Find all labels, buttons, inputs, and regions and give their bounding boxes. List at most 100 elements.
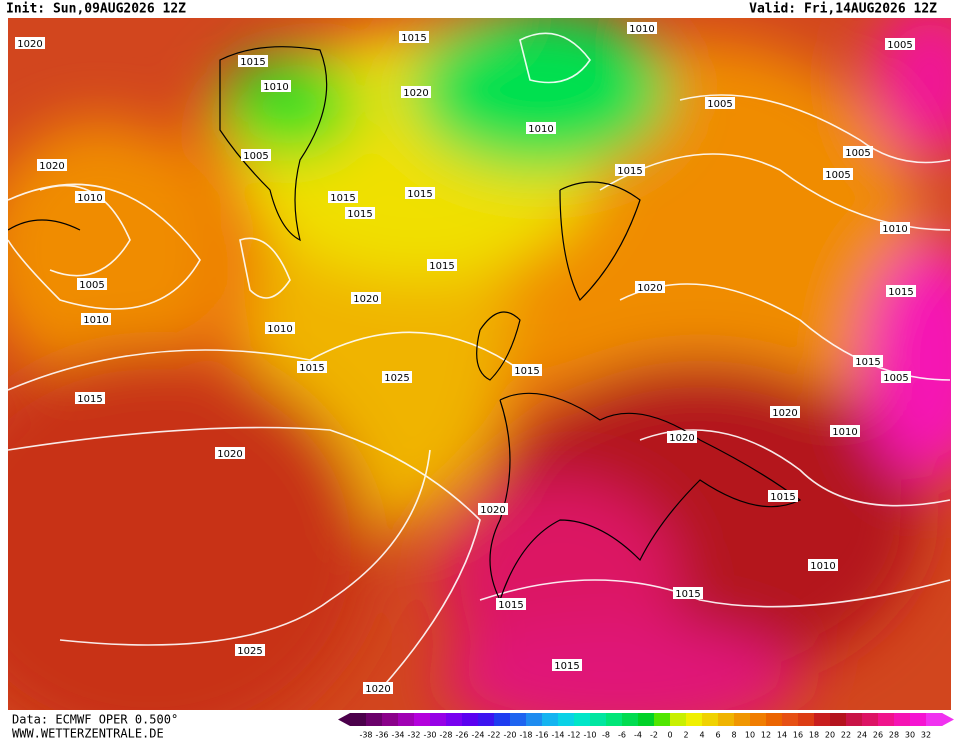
- isobar-label-box: [526, 122, 556, 134]
- colorbar-swatch: [366, 713, 383, 726]
- colorbar-swatch: [558, 713, 575, 726]
- isobar-label-box: [830, 425, 860, 437]
- isobar-label-box: [81, 313, 111, 325]
- isobar-label: 1015: [554, 661, 579, 672]
- colorbar-swatch: [734, 713, 751, 726]
- colorbar-label: -32: [407, 731, 420, 740]
- colorbar-swatch: [910, 713, 927, 726]
- isobar-label-box: [667, 431, 697, 443]
- isobar-label-box: [843, 146, 873, 158]
- isobar-label: 1015: [429, 261, 454, 272]
- colorbar-label: -18: [519, 731, 532, 740]
- isobar-label-box: [75, 191, 105, 203]
- isobar-label-box: [328, 191, 358, 203]
- isobar-label-box: [401, 86, 431, 98]
- isobar-label-box: [345, 207, 375, 219]
- isobar-label-box: [405, 187, 435, 199]
- isobar-label-box: [881, 371, 911, 383]
- colorbar-swatch: [350, 713, 367, 726]
- isobar-label-box: [77, 278, 107, 290]
- colorbar-swatch: [414, 713, 431, 726]
- isobar-label: 1010: [629, 24, 654, 35]
- isobar-label: 1010: [263, 82, 288, 93]
- colorbar-swatch: [654, 713, 671, 726]
- isobar-label: 1010: [267, 324, 292, 335]
- colorbar-label: 12: [761, 731, 771, 740]
- colorbar-label: -2: [650, 731, 658, 740]
- colorbar-swatch: [510, 713, 527, 726]
- colorbar-label: -24: [471, 731, 484, 740]
- colorbar-swatch: [718, 713, 735, 726]
- colorbar-label: 2: [683, 731, 688, 740]
- colorbar-label: -10: [583, 731, 596, 740]
- isobar-label-box: [15, 37, 45, 49]
- colorbar-swatch: [382, 713, 399, 726]
- isobar-label: 1010: [882, 224, 907, 235]
- isobar-label: 1015: [770, 492, 795, 503]
- colorbar-label: -12: [567, 731, 580, 740]
- isobar-label-box: [75, 392, 105, 404]
- colorbar-label: -20: [503, 731, 516, 740]
- isobar-label: 1020: [217, 449, 242, 460]
- isobar-label-box: [808, 559, 838, 571]
- isobar-label-box: [705, 97, 735, 109]
- colorbar-label: 24: [857, 731, 867, 740]
- colorbar-swatch: [926, 713, 943, 726]
- colorbar-swatch: [686, 713, 703, 726]
- isobar-label: 1015: [77, 394, 102, 405]
- colorbar-swatch: [782, 713, 799, 726]
- colorbar-swatch: [766, 713, 783, 726]
- colorbar-label: 32: [921, 731, 931, 740]
- colorbar-swatch: [478, 713, 495, 726]
- isobar-label: 1020: [353, 294, 378, 305]
- colorbar-label: -38: [359, 731, 372, 740]
- isobar-label-box: [37, 159, 67, 171]
- isobar-label-box: [635, 281, 665, 293]
- isobar-label: 1015: [299, 363, 324, 374]
- colorbar-label: 26: [873, 731, 883, 740]
- isobar-label-box: [265, 322, 295, 334]
- website: WWW.WETTERZENTRALE.DE: [12, 727, 164, 741]
- colorbar-swatch: [670, 713, 687, 726]
- colorbar-swatch: [798, 713, 815, 726]
- isobar-label-box: [261, 80, 291, 92]
- isobar-label-box: [768, 490, 798, 502]
- colorbar-label: 4: [699, 731, 704, 740]
- isobar-label-box: [399, 31, 429, 43]
- isobar-label-box: [823, 168, 853, 180]
- colorbar-label: 22: [841, 731, 851, 740]
- colorbar-label: 0: [667, 731, 672, 740]
- colorbar-arrow-left: [338, 713, 350, 726]
- isobar-label: 1010: [528, 124, 553, 135]
- isobar-label-box: [363, 682, 393, 694]
- isobar-label: 1005: [883, 373, 908, 384]
- isobar-label: 1010: [810, 561, 835, 572]
- isobar-label-box: [673, 587, 703, 599]
- isobar-label-box: [215, 447, 245, 459]
- isobar-label-box: [853, 355, 883, 367]
- isobar-label: 1005: [707, 99, 732, 110]
- colorbar-label: 30: [905, 731, 915, 740]
- isobar-label: 1010: [832, 427, 857, 438]
- isobar-label-box: [615, 164, 645, 176]
- colorbar-label: -28: [439, 731, 452, 740]
- colorbar-swatch: [398, 713, 415, 726]
- isobar-label: 1015: [514, 366, 539, 377]
- isobar-label: 1015: [888, 287, 913, 298]
- isobar-label: 1025: [237, 646, 262, 657]
- isobar-label: 1015: [675, 589, 700, 600]
- colorbar-label: -14: [551, 731, 564, 740]
- isobar-label-box: [427, 259, 457, 271]
- isobar-label: 1010: [83, 315, 108, 326]
- colorbar-swatch: [894, 713, 911, 726]
- isobar-label-box: [351, 292, 381, 304]
- isobar-label: 1020: [39, 161, 64, 172]
- colorbar-swatch: [638, 713, 655, 726]
- colorbar-label: 10: [745, 731, 755, 740]
- map-title: Bodendr. (hPa) und 850 hPa Temperatur (°…: [270, 0, 670, 18]
- isobar-label: 1015: [330, 193, 355, 204]
- isobar-label: 1020: [637, 283, 662, 294]
- colorbar-swatch: [606, 713, 623, 726]
- colorbar-swatch: [430, 713, 447, 726]
- colorbar-label: -4: [634, 731, 642, 740]
